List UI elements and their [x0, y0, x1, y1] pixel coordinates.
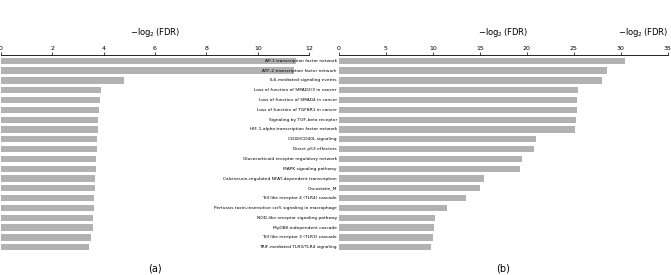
Bar	[339, 107, 576, 113]
Title: $-\log_2$(FDR): $-\log_2$(FDR)	[478, 26, 528, 39]
Bar	[1, 244, 89, 250]
Bar	[1, 107, 99, 113]
Bar	[339, 195, 466, 201]
Bar	[1, 87, 101, 94]
Bar	[339, 244, 431, 250]
Title: $-\log_2$(FDR): $-\log_2$(FDR)	[130, 26, 180, 39]
Text: (a): (a)	[148, 264, 162, 274]
Text: $-\log_2$(FDR): $-\log_2$(FDR)	[617, 26, 668, 39]
Bar	[1, 58, 297, 64]
Bar	[1, 175, 95, 182]
Bar	[339, 156, 522, 162]
Bar	[1, 146, 97, 152]
Bar	[339, 224, 433, 231]
Bar	[339, 87, 578, 94]
Bar	[339, 214, 435, 221]
Bar	[339, 136, 536, 142]
Bar	[1, 214, 93, 221]
Bar	[1, 185, 95, 191]
Text: (b): (b)	[497, 264, 510, 274]
Bar	[339, 58, 625, 64]
Bar	[339, 185, 480, 191]
Bar	[339, 146, 534, 152]
Bar	[1, 156, 97, 162]
Bar	[339, 126, 574, 133]
Bar	[339, 234, 433, 241]
Bar	[1, 166, 96, 172]
Bar	[1, 67, 294, 74]
Bar	[339, 97, 578, 103]
Bar	[339, 175, 484, 182]
Bar	[1, 126, 98, 133]
Bar	[339, 205, 447, 211]
Bar	[1, 224, 93, 231]
Bar	[1, 117, 99, 123]
Bar	[1, 234, 91, 241]
Bar	[1, 136, 97, 142]
Bar	[339, 67, 607, 74]
Bar	[1, 205, 94, 211]
Bar	[1, 77, 124, 84]
Bar	[1, 97, 100, 103]
Bar	[1, 195, 95, 201]
Bar	[339, 166, 520, 172]
Bar	[339, 117, 576, 123]
Bar	[339, 77, 602, 84]
